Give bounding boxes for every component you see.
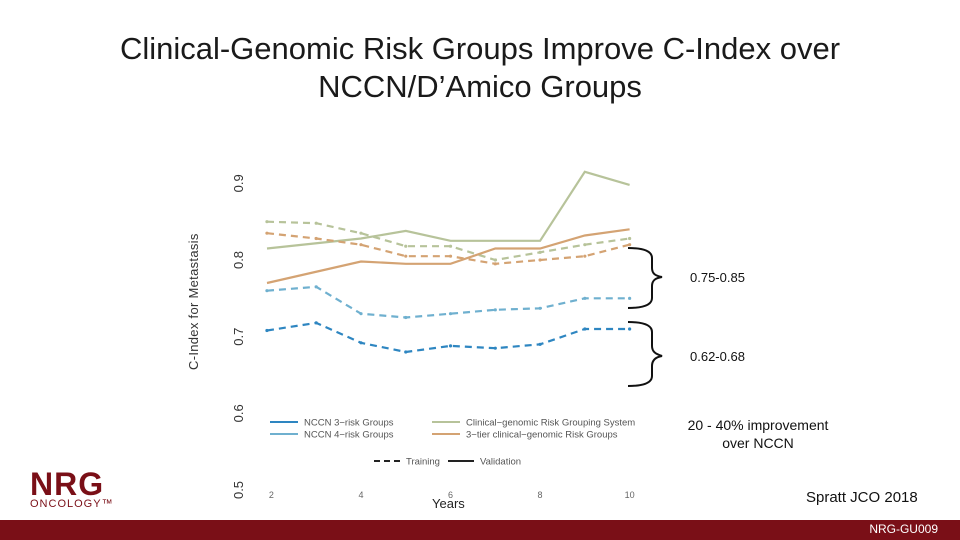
citation: Spratt JCO 2018 <box>806 489 918 506</box>
nrg-oncology-logo: NRG ONCOLOGY™ <box>24 466 154 518</box>
y-axis-label: C-Index for Metastasis <box>186 233 201 370</box>
data-point <box>538 306 542 310</box>
data-point <box>359 312 363 316</box>
data-point <box>359 243 363 247</box>
data-point <box>538 342 542 346</box>
title-line-1: Clinical-Genomic Risk Groups Improve C-I… <box>119 31 841 66</box>
x-tick-label: 2 <box>269 490 274 500</box>
legend-label: NCCN 4−risk Groups <box>304 430 394 441</box>
data-point <box>265 328 269 333</box>
data-point <box>314 285 318 289</box>
y-tick-label: 0.5 <box>231 481 246 499</box>
data-point <box>404 350 408 354</box>
data-point <box>493 346 497 350</box>
legend-label: NCCN 3−risk Groups <box>304 418 394 429</box>
data-point <box>448 254 453 258</box>
data-point <box>359 341 363 345</box>
data-point <box>538 250 542 254</box>
legend-label: Clinical−genomic Risk Grouping System <box>466 418 635 429</box>
data-point <box>583 296 587 300</box>
data-point <box>404 254 408 258</box>
improvement-line-2: over NCCN <box>722 435 794 451</box>
data-point <box>448 312 453 316</box>
x-tick-label: 8 <box>538 490 543 500</box>
data-point <box>583 254 587 258</box>
y-tick-label: 0.7 <box>231 328 246 346</box>
data-point <box>493 258 497 262</box>
series-line-4 <box>266 285 630 319</box>
data-point <box>359 231 363 235</box>
data-point <box>583 327 587 331</box>
data-point <box>265 289 269 293</box>
data-point <box>404 315 408 320</box>
x-axis-label: Years <box>432 496 465 511</box>
legend-style-label: Validation <box>480 457 521 468</box>
slide-title: Clinical-Genomic Risk Groups Improve C-I… <box>40 30 920 106</box>
improvement-note: 20 - 40% improvement over NCCN <box>660 416 856 452</box>
upper-range-label: 0.75-0.85 <box>690 270 745 285</box>
data-point <box>314 321 318 325</box>
legend-style-label: Training <box>406 457 440 468</box>
y-axis-ticks: 0.5 0.6 0.7 0.8 0.9 <box>231 174 246 499</box>
series-lines <box>265 170 632 354</box>
upper-bracket <box>627 247 663 309</box>
title-line-2: NCCN/D’Amico Groups <box>318 69 642 104</box>
data-point <box>538 258 542 262</box>
logo-nrg-text: NRG <box>30 466 105 502</box>
data-point <box>314 221 318 225</box>
footer-code: NRG-GU009 <box>869 522 938 536</box>
series-line-5 <box>266 321 630 354</box>
data-point <box>628 236 632 241</box>
footer-bar: NRG-GU009 <box>0 520 960 540</box>
series-line-2 <box>266 228 630 285</box>
x-tick-label: 4 <box>358 490 363 500</box>
data-point <box>628 296 632 300</box>
data-point <box>404 244 408 248</box>
data-point <box>314 236 318 241</box>
data-point <box>628 327 632 331</box>
data-point <box>493 262 497 266</box>
x-tick-label: 6 <box>448 490 453 500</box>
data-point <box>448 344 453 348</box>
data-point <box>265 220 269 224</box>
x-axis-ticks: 2 4 6 8 10 <box>269 490 635 500</box>
data-point <box>265 231 269 235</box>
data-point <box>583 243 587 247</box>
y-tick-label: 0.9 <box>231 174 246 192</box>
improvement-line-1: 20 - 40% improvement <box>687 417 829 433</box>
data-point <box>448 244 453 248</box>
data-point <box>628 243 632 247</box>
lower-range-label: 0.62-0.68 <box>690 349 745 364</box>
y-tick-label: 0.6 <box>231 404 246 422</box>
series-line-0 <box>266 170 630 250</box>
y-tick-label: 0.8 <box>231 251 246 269</box>
lower-bracket <box>627 321 663 387</box>
logo-oncology-text: ONCOLOGY™ <box>30 498 114 510</box>
data-point <box>493 308 497 312</box>
x-tick-label: 10 <box>625 490 635 500</box>
legend-label: 3−tier clinical−genomic Risk Groups <box>466 430 618 441</box>
